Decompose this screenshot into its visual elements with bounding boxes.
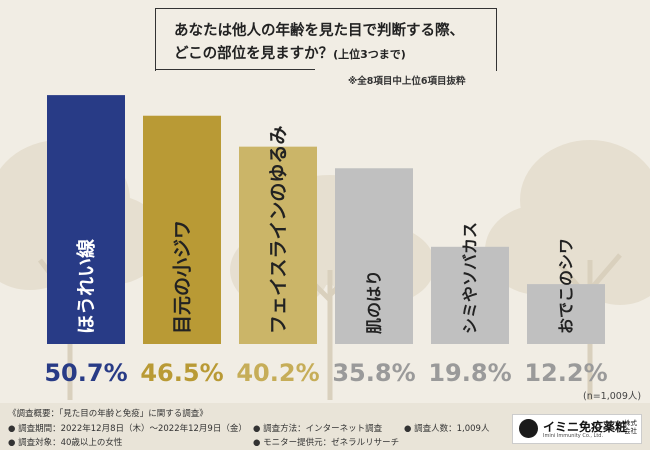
items-subnote: ※全8項目中上位6項目抜粋 <box>348 76 466 87</box>
logo-english-name: Imini Immunity Co., Ltd. <box>543 433 604 439</box>
survey-overview: 《調査概要：「見た目の年齢と免疫」に関する調査》 <box>8 409 208 419</box>
logo-name: イミニ免疫薬粧 <box>543 420 628 434</box>
bar-value-label: 40.2% <box>236 359 319 387</box>
bar-value-label: 46.5% <box>140 359 223 387</box>
logo-company-type: 株式会社 <box>624 419 637 435</box>
survey-target: ● 調査対象：40歳以上の女性 <box>8 438 123 448</box>
bar <box>143 115 221 345</box>
bar-category-label: おでこのシワ <box>557 238 576 334</box>
bar <box>47 95 125 344</box>
bar <box>239 146 317 344</box>
survey-period: ● 調査期間：2022年12月8日（木）～2022年12月9日（金） <box>8 424 247 434</box>
survey-provider: ● モニター提供元：ゼネラルリサーチ <box>253 438 400 448</box>
bar-value-label: 12.2% <box>524 359 607 387</box>
bar-category-label: フェイスラインのゆるみ <box>268 126 290 334</box>
sample-size-note: (n=1,009人) <box>583 391 642 402</box>
question-note: (上位3つまで) <box>333 48 406 61</box>
bar-category-label: 目元の小ジワ <box>172 220 194 334</box>
bar <box>335 168 413 344</box>
survey-method: ● 調査方法：インターネット調査 <box>253 424 383 434</box>
question-box: あなたは他人の年齢を見た目で判断する際、 どこの部位を見ますか？(上位3つまで) <box>155 8 497 71</box>
bar-category-label: シミやソバカス <box>461 222 480 334</box>
question-box-bottom-rule <box>155 69 315 70</box>
bar-value-label: 50.7% <box>44 359 127 387</box>
question-line-1: あなたは他人の年齢を見た目で判断する際、 <box>174 23 464 39</box>
bar <box>431 246 509 344</box>
bar-value-label: 35.8% <box>332 359 415 387</box>
bar-category-label: ほうれい線 <box>75 239 98 334</box>
bar-value-label: 19.8% <box>428 359 511 387</box>
logo-mark-icon <box>519 419 538 438</box>
bar-category-label: 肌のはり <box>365 270 384 334</box>
survey-count: ● 調査人数：1,009人 <box>404 424 490 434</box>
question-line-2: どこの部位を見ますか？(上位3つまで) <box>174 42 406 63</box>
company-logo: イミニ免疫薬粧 Imini Immunity Co., Ltd. 株式会社 <box>512 414 642 444</box>
question-text: どこの部位を見ますか？ <box>174 46 334 62</box>
bar <box>527 284 605 344</box>
